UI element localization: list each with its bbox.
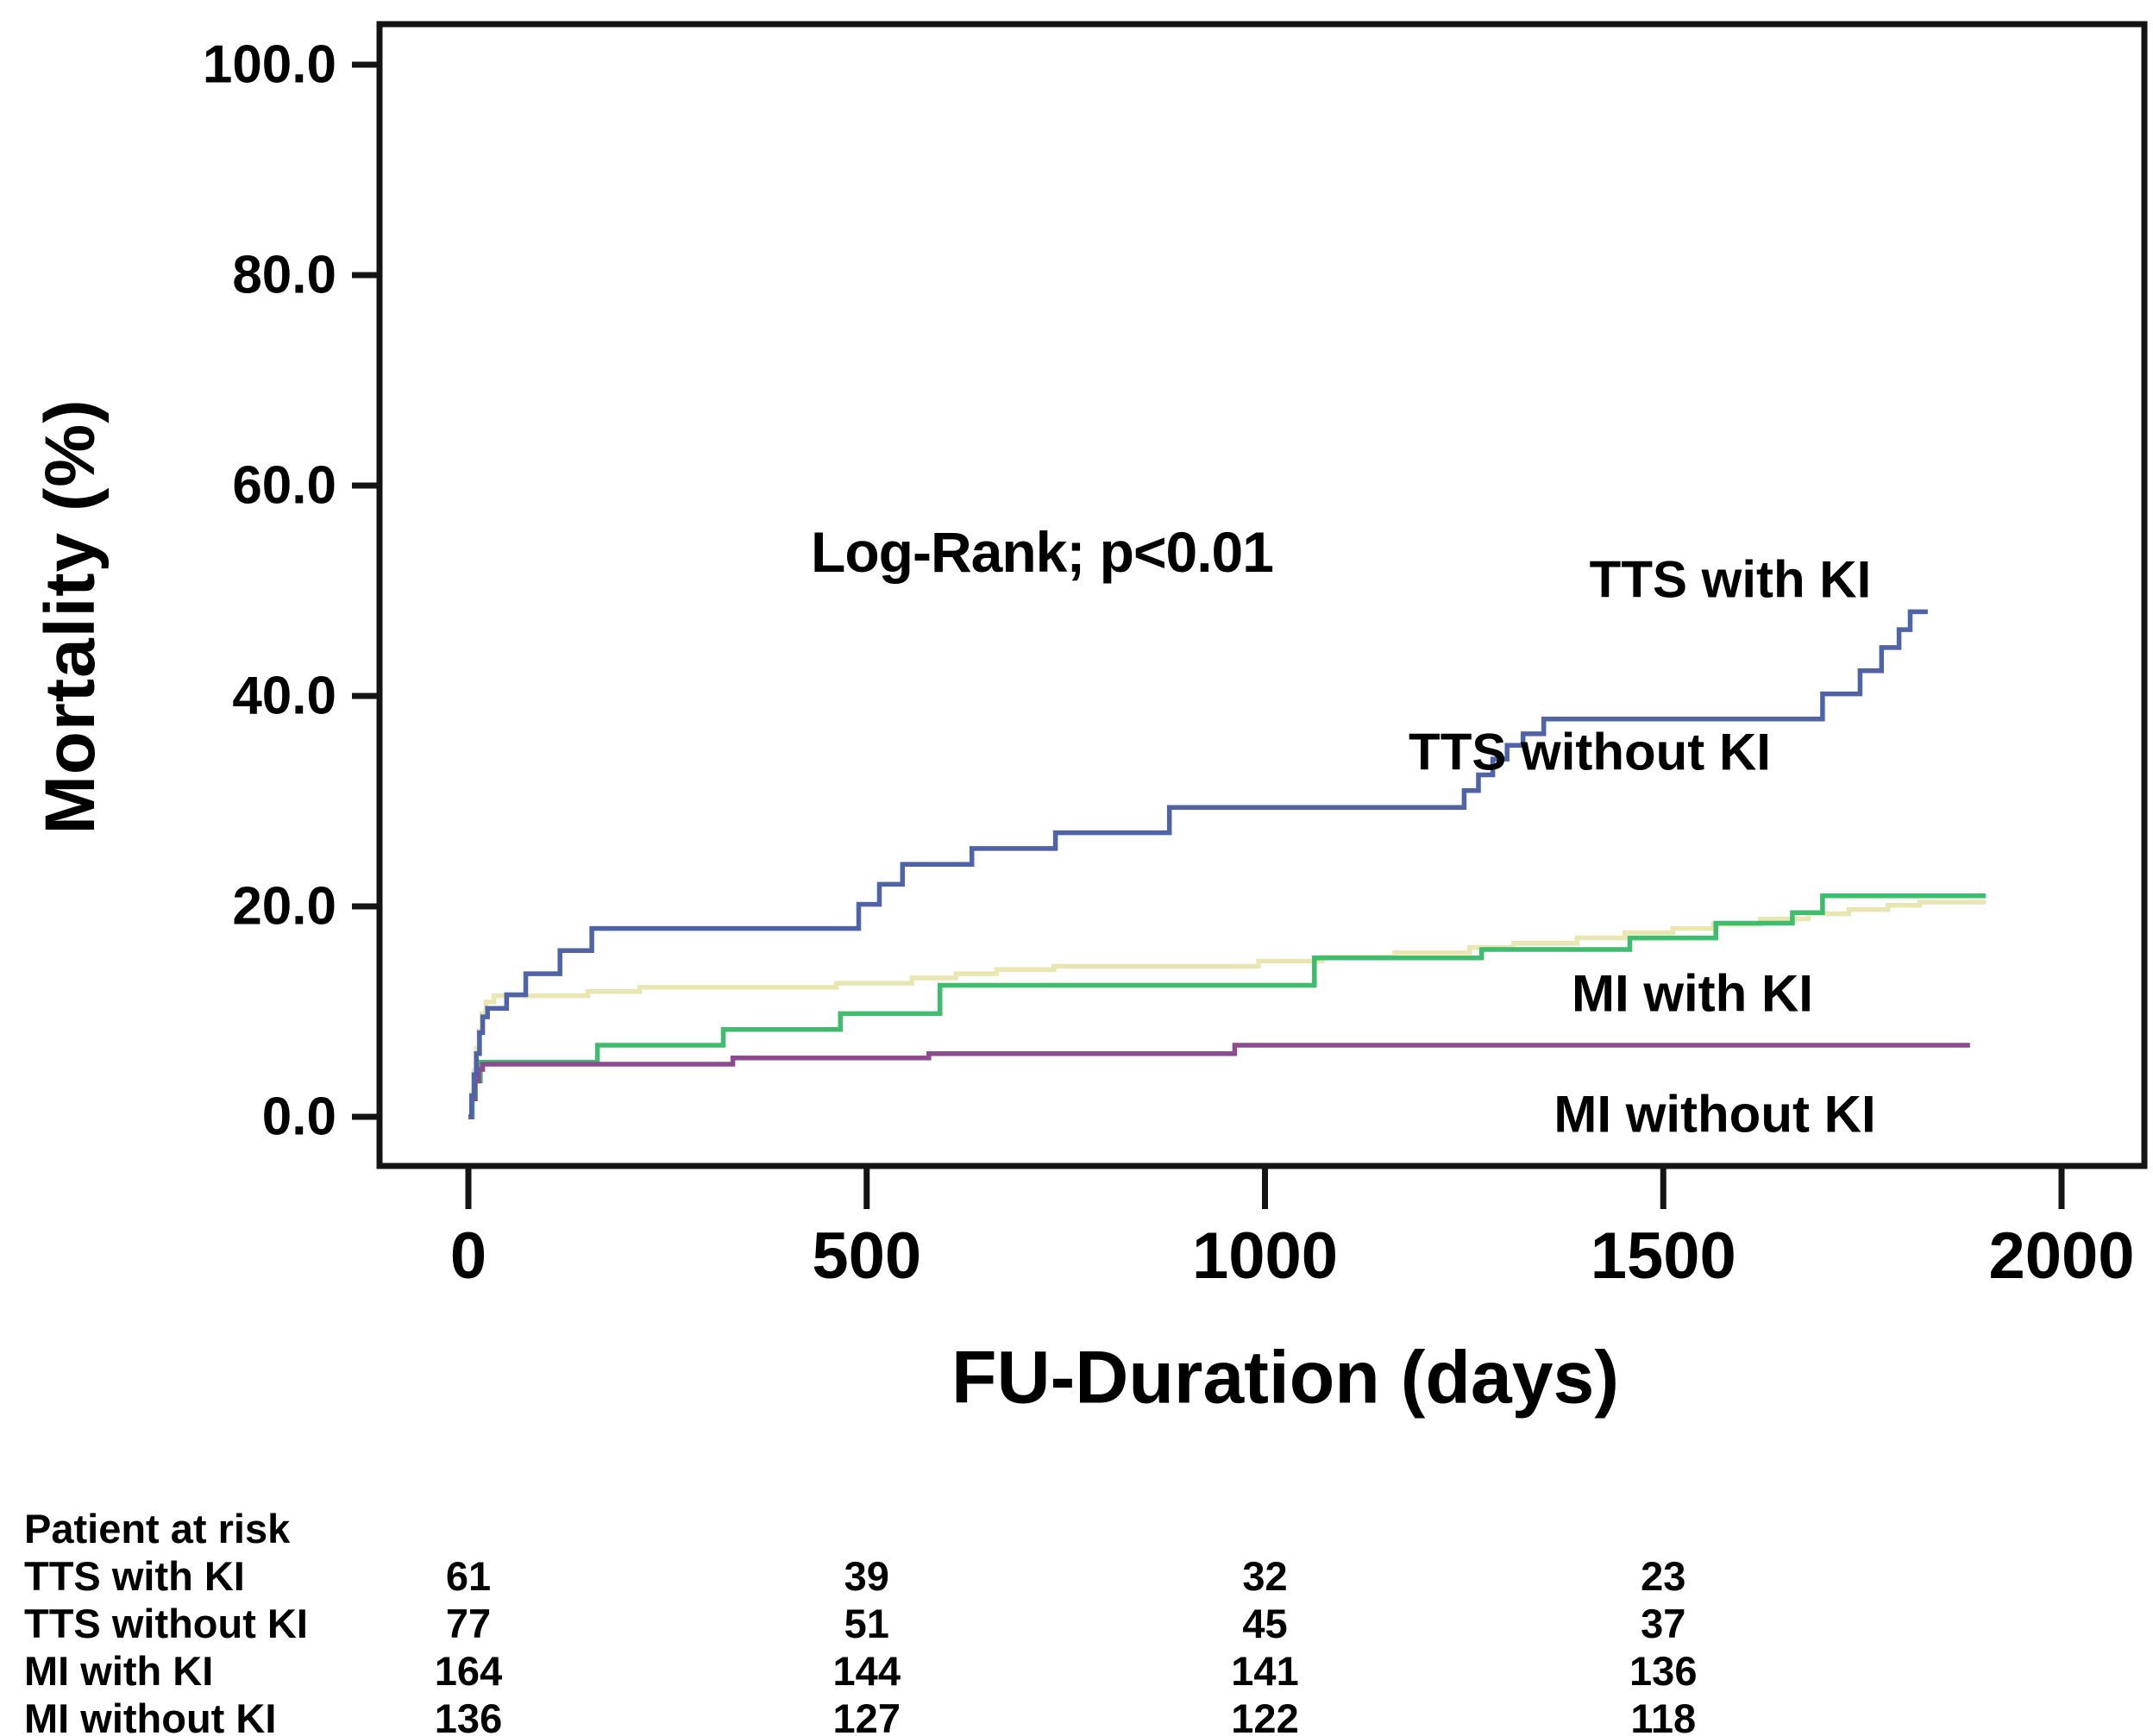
risk-row-label: TTS without KI bbox=[24, 1601, 308, 1646]
risk-count: 32 bbox=[1242, 1553, 1288, 1599]
x-tick-label: 2000 bbox=[1988, 1219, 2134, 1293]
risk-count: 127 bbox=[832, 1695, 901, 1736]
y-tick-label: 60.0 bbox=[232, 456, 336, 516]
curve-label-mi-with-ki: MI with KI bbox=[1572, 964, 1813, 1023]
curve-label-mi-without-ki: MI without KI bbox=[1554, 1085, 1876, 1144]
risk-count: 164 bbox=[434, 1648, 503, 1694]
risk-row-label: MI without KI bbox=[24, 1695, 277, 1736]
y-tick-label: 0.0 bbox=[262, 1087, 336, 1147]
y-tick-label: 20.0 bbox=[232, 877, 336, 937]
risk-count: 77 bbox=[445, 1601, 492, 1646]
risk-count: 118 bbox=[1630, 1695, 1697, 1736]
x-tick-label: 0 bbox=[450, 1219, 486, 1293]
x-axis-title: FU-Duration (days) bbox=[951, 1336, 1619, 1420]
risk-row: TTS without KI 77 51 45 37 bbox=[0, 1600, 2153, 1648]
x-tick-label: 500 bbox=[812, 1219, 921, 1293]
risk-count: 122 bbox=[1231, 1695, 1299, 1736]
risk-count: 37 bbox=[1641, 1601, 1686, 1646]
risk-row: MI without KI 136 127 122 118 bbox=[0, 1695, 2153, 1736]
curve-label-tts-with-ki: TTS with KI bbox=[1589, 550, 1872, 609]
curve-label-tts-without-ki: TTS without KI bbox=[1409, 723, 1771, 781]
logrank-annotation: Log-Rank; p<0.01 bbox=[811, 520, 1274, 584]
risk-row-label: TTS with KI bbox=[24, 1553, 245, 1599]
risk-table-title: Patient at risk bbox=[24, 1506, 291, 1551]
risk-row: MI with KI 164 144 141 136 bbox=[0, 1647, 2153, 1695]
risk-row-label: MI with KI bbox=[24, 1648, 214, 1694]
risk-count: 144 bbox=[832, 1648, 901, 1694]
risk-row: TTS with KI 61 39 32 23 bbox=[0, 1552, 2153, 1601]
risk-count: 61 bbox=[445, 1553, 492, 1599]
y-tick-label: 100.0 bbox=[203, 35, 336, 95]
y-axis-title: Mortality (%) bbox=[31, 398, 110, 835]
risk-count: 136 bbox=[1629, 1648, 1698, 1694]
risk-count: 45 bbox=[1242, 1601, 1288, 1646]
y-tick-label: 40.0 bbox=[232, 667, 336, 726]
risk-count: 23 bbox=[1641, 1553, 1686, 1599]
risk-count: 51 bbox=[844, 1601, 889, 1646]
x-tick-label: 1000 bbox=[1192, 1219, 1338, 1293]
curve-tts-with-ki bbox=[468, 609, 1928, 1119]
plot-border bbox=[376, 21, 2148, 1169]
y-tick-label: 80.0 bbox=[232, 246, 336, 305]
risk-count: 39 bbox=[844, 1553, 889, 1599]
x-tick-label: 1500 bbox=[1591, 1219, 1736, 1293]
risk-count: 136 bbox=[434, 1695, 503, 1736]
risk-count: 141 bbox=[1231, 1648, 1299, 1694]
